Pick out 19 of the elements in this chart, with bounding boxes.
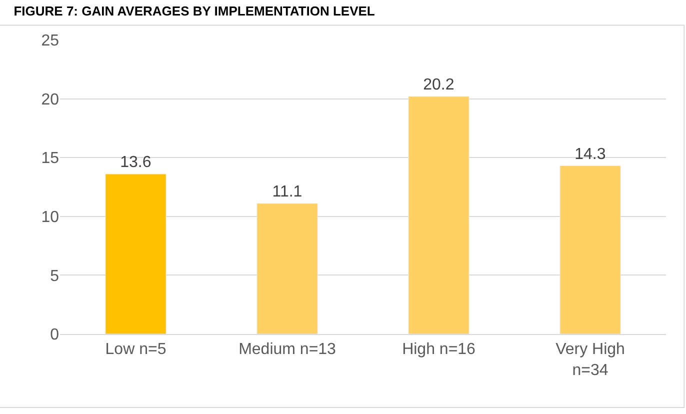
y-tick-label: 20 [41,91,60,108]
bar [256,203,318,334]
y-tick-label: 25 [41,32,60,50]
data-label: 11.1 [272,183,302,200]
x-tick-label: Very High n=34 [556,341,625,379]
x-tick-label: Low n=5 [105,341,166,358]
bar [408,96,470,334]
bar [560,166,621,334]
y-tick-label: 5 [50,268,60,285]
bar [105,174,166,334]
x-tick-label: High n=16 [402,341,476,358]
data-label: 14.3 [574,146,606,163]
y-tick-label: 15 [41,150,60,168]
y-tick-label: 10 [41,209,60,226]
x-tick-label: Medium n=13 [238,341,336,358]
chart-title: FIGURE 7: GAIN AVERAGES BY IMPLEMENTATION LEVEL [14,3,375,18]
y-tick-label: 0 [50,326,60,344]
data-label: 13.6 [120,154,152,172]
data-label: 20.2 [423,76,454,94]
